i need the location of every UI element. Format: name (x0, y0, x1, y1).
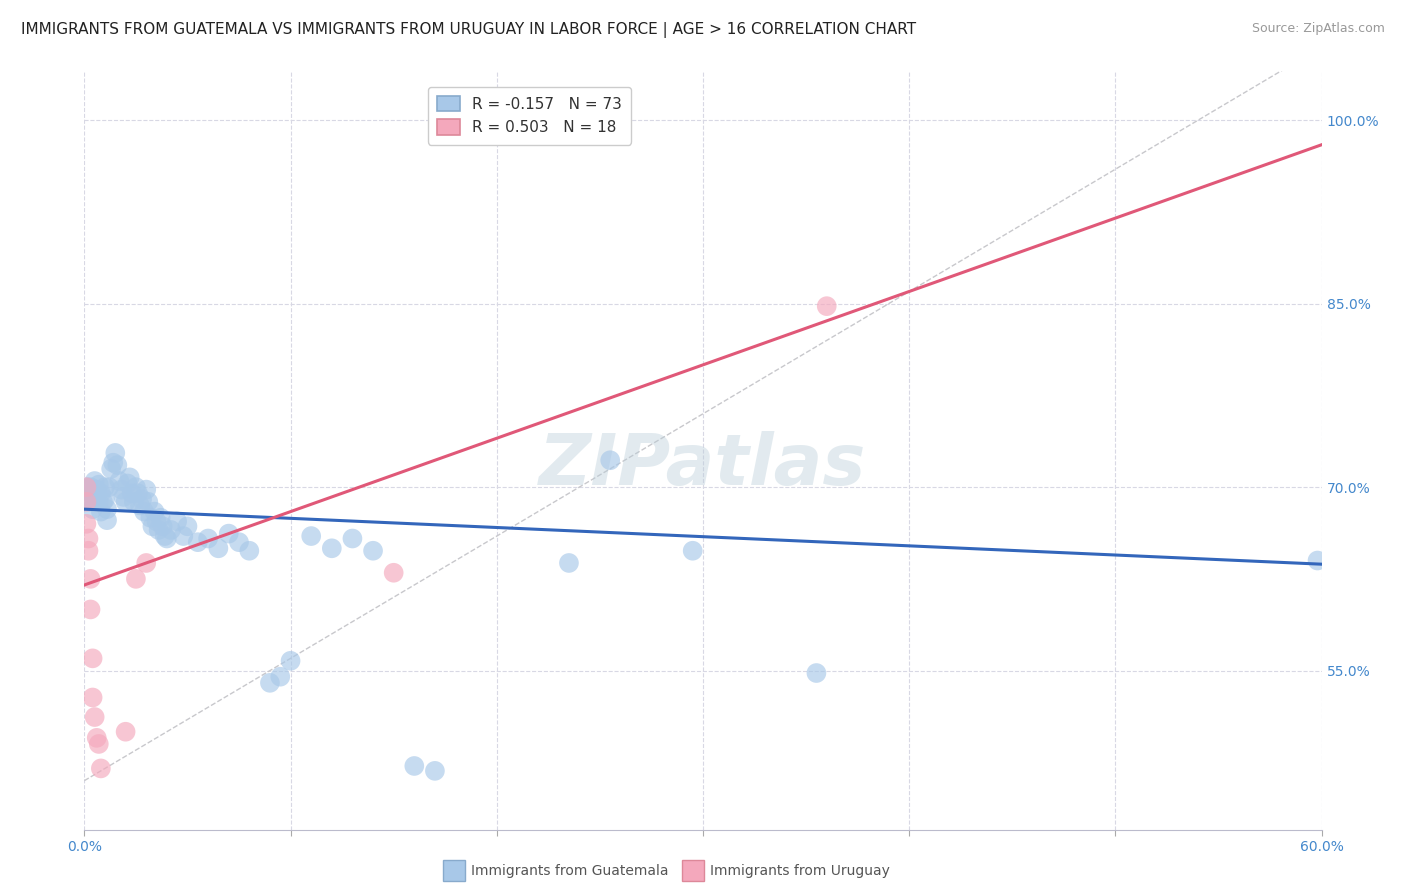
Point (79, 480, 101, 494)
Point (82, 486, 104, 500)
Point (599, 453, 621, 467)
Point (152, 519, 174, 533)
Point (404, 759, 426, 773)
Point (94, 492, 117, 507)
Point (1306, 553, 1329, 567)
Text: ZIPatlas: ZIPatlas (540, 431, 866, 500)
Point (87, 737, 110, 751)
Point (127, 486, 149, 500)
Point (110, 483, 132, 497)
Point (83, 492, 105, 507)
Point (75, 516, 97, 531)
Point (129, 499, 152, 513)
Point (135, 556, 157, 570)
Point (136, 495, 159, 509)
Point (121, 486, 143, 500)
Point (96, 513, 118, 527)
Point (86, 483, 108, 497)
Point (143, 505, 166, 519)
Point (806, 666, 828, 681)
Point (79, 602, 101, 616)
Point (87, 495, 110, 509)
Point (98, 480, 121, 494)
Point (218, 526, 240, 541)
Point (166, 515, 188, 529)
Point (87, 477, 110, 491)
Point (382, 566, 405, 580)
Point (558, 556, 581, 570)
Point (104, 446, 127, 460)
Point (131, 492, 153, 507)
Point (149, 510, 172, 524)
Point (187, 535, 209, 549)
Point (86, 731, 108, 745)
Point (145, 515, 167, 529)
Point (118, 470, 141, 484)
Point (125, 572, 148, 586)
Legend: R = -0.157   N = 73, R = 0.503   N = 18: R = -0.157 N = 73, R = 0.503 N = 18 (427, 87, 631, 145)
Text: IMMIGRANTS FROM GUATEMALA VS IMMIGRANTS FROM URUGUAY IN LABOR FORCE | AGE > 16 C: IMMIGRANTS FROM GUATEMALA VS IMMIGRANTS … (21, 22, 917, 38)
Point (108, 474, 131, 488)
Point (815, 299, 838, 313)
Point (90, 486, 112, 500)
Point (82, 502, 104, 516)
Point (83, 710, 105, 724)
Point (156, 532, 179, 546)
Point (75, 495, 97, 509)
Point (238, 543, 260, 558)
Point (75, 480, 97, 494)
Point (79, 495, 101, 509)
Point (96, 502, 118, 516)
Point (90, 761, 112, 775)
Point (423, 764, 446, 778)
Point (176, 519, 198, 533)
Point (114, 495, 136, 509)
Point (100, 462, 122, 476)
Point (90, 505, 112, 519)
Point (125, 480, 148, 494)
Point (361, 543, 384, 558)
Point (77, 543, 100, 558)
Point (153, 529, 176, 543)
Point (77, 483, 100, 497)
Point (259, 675, 281, 690)
Point (105, 458, 128, 472)
Point (139, 510, 162, 524)
Point (280, 654, 302, 668)
Point (321, 541, 343, 556)
Point (112, 490, 135, 504)
Point (342, 532, 364, 546)
Text: Source: ZipAtlas.com: Source: ZipAtlas.com (1251, 22, 1385, 36)
Point (82, 690, 104, 705)
Point (75, 480, 97, 494)
Point (135, 483, 157, 497)
Point (83, 474, 105, 488)
Point (117, 476, 139, 491)
Point (197, 532, 219, 546)
Point (77, 532, 100, 546)
Point (79, 572, 101, 586)
Point (91, 495, 114, 509)
Point (82, 651, 104, 665)
Text: Immigrants from Guatemala: Immigrants from Guatemala (471, 863, 668, 878)
Point (207, 541, 229, 556)
Point (134, 505, 156, 519)
Point (122, 495, 145, 509)
Point (103, 456, 125, 470)
Point (172, 529, 194, 543)
Point (299, 529, 322, 543)
Point (114, 724, 136, 739)
Point (94, 480, 117, 494)
Point (269, 670, 291, 684)
Point (160, 523, 183, 537)
Text: Immigrants from Uruguay: Immigrants from Uruguay (710, 863, 890, 878)
Point (148, 523, 170, 537)
Point (682, 543, 704, 558)
Point (141, 519, 163, 533)
Point (86, 489, 108, 503)
Point (77, 490, 100, 504)
Point (228, 535, 250, 549)
